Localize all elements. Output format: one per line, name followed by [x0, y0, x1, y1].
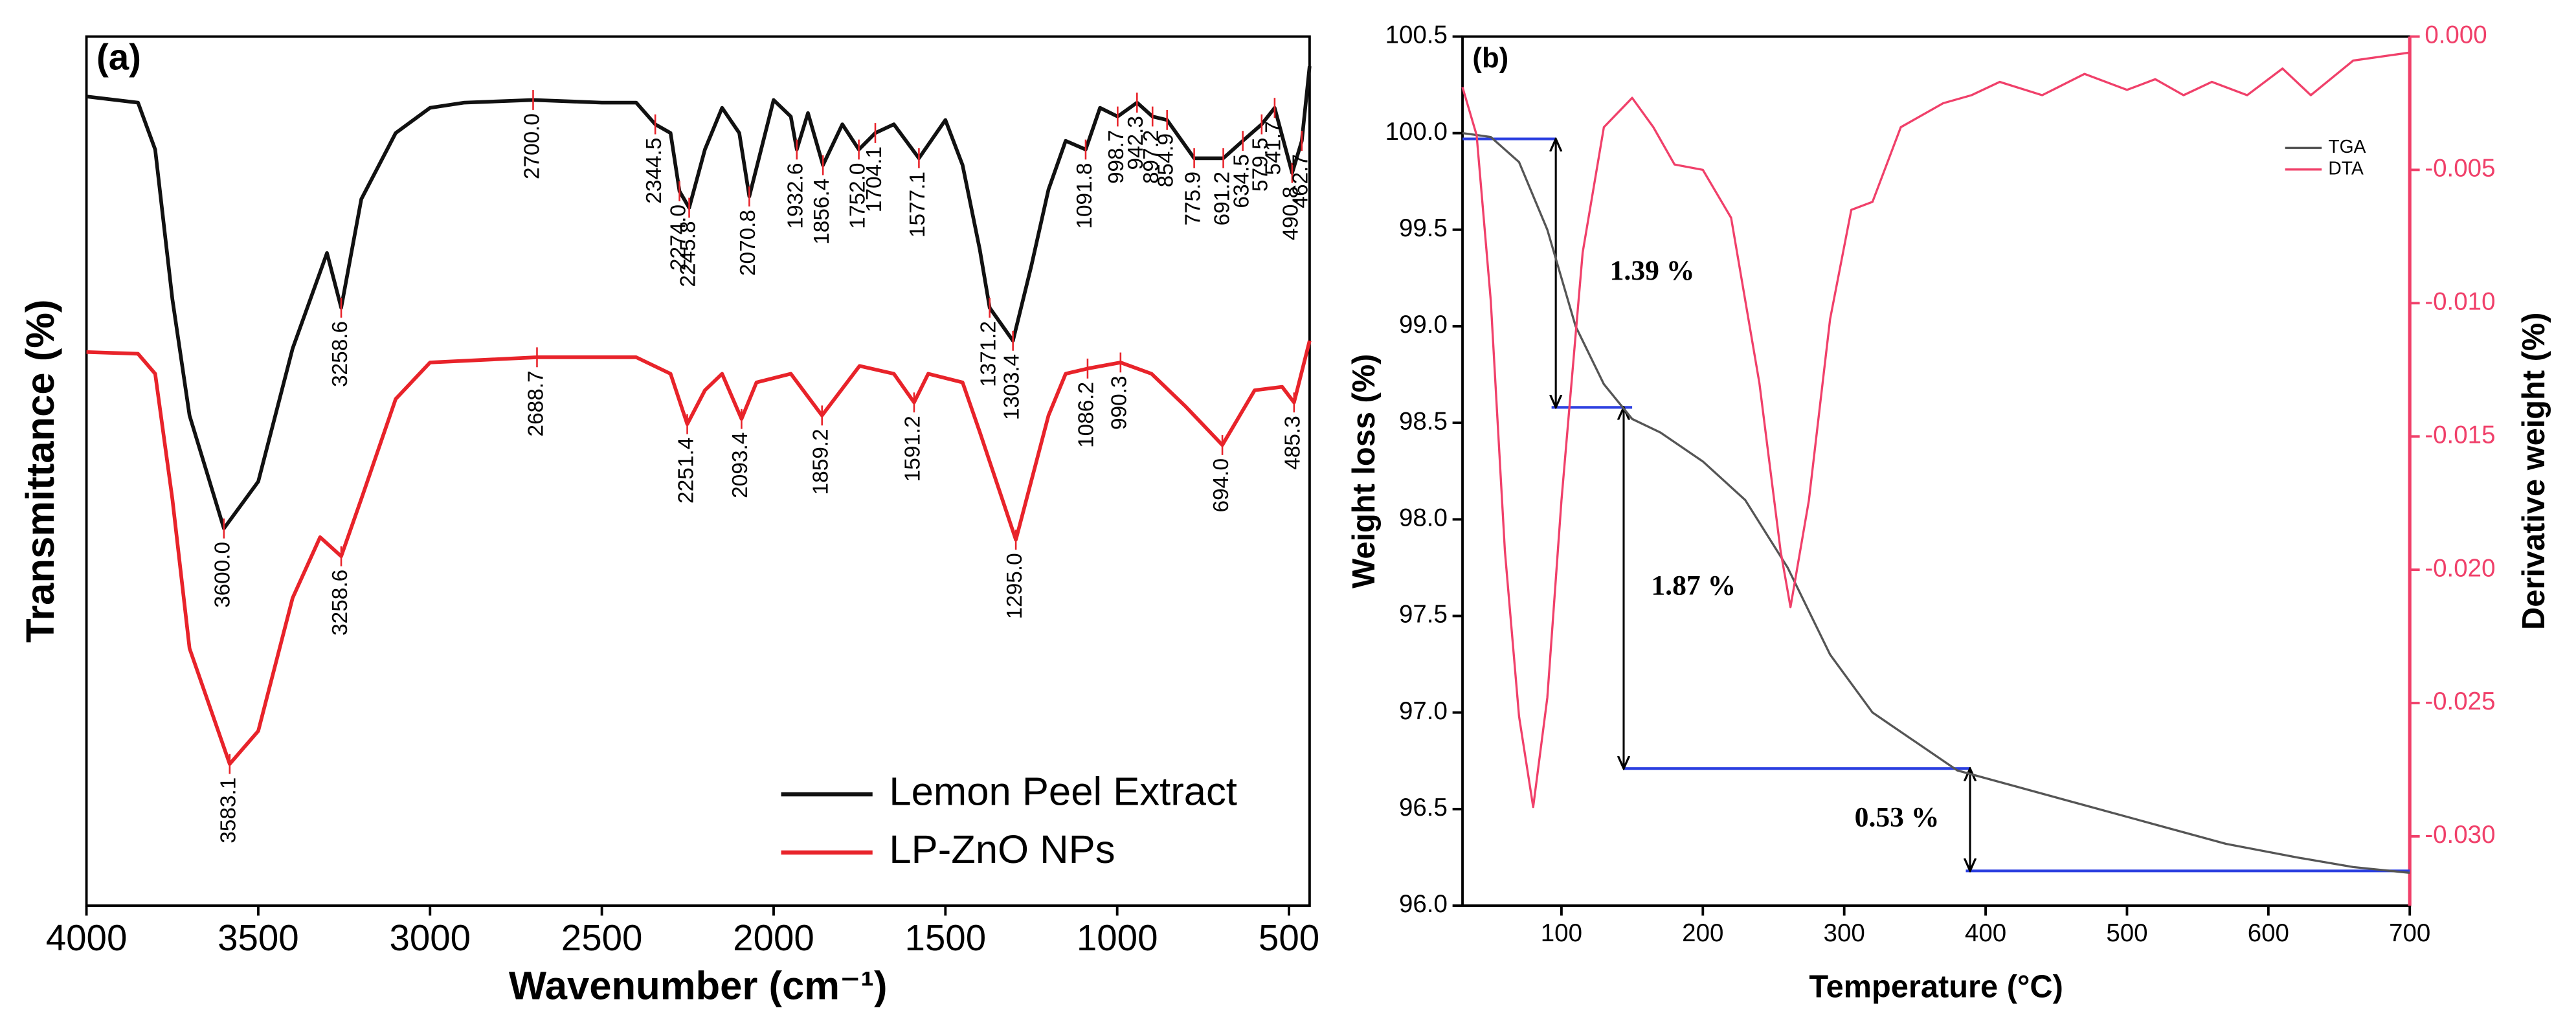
peak-label: 2070.8 — [736, 210, 760, 276]
x-tick-label: 2000 — [733, 917, 814, 958]
y2-tick-label: -0.005 — [2425, 155, 2495, 183]
panel-label: (b) — [1472, 43, 1508, 74]
peak-label: 2251.4 — [674, 438, 698, 504]
peak-label: 775.9 — [1181, 172, 1205, 225]
legend-label: LP-ZnO NPs — [889, 827, 1115, 872]
peak-label: 485.3 — [1281, 416, 1305, 469]
peak-label: 854.9 — [1154, 133, 1178, 187]
peak-label: 1371.2 — [976, 321, 1000, 387]
peak-label: 694.0 — [1209, 458, 1233, 512]
series-line — [86, 65, 1312, 531]
x-axis-label: Wavenumber (cm⁻¹) — [509, 964, 888, 1009]
peak-label: 1295.0 — [1003, 553, 1027, 619]
y-tick-label: 96.5 — [1399, 794, 1448, 821]
y-axis-label: Transmittance (%) — [18, 299, 63, 643]
peak-label: 897.2 — [1139, 130, 1163, 184]
peak-label: 2688.7 — [524, 370, 548, 436]
x-tick-label: 700 — [2389, 919, 2430, 947]
x-tick-label: 1500 — [905, 917, 987, 958]
x-tick-label: 1000 — [1077, 917, 1158, 958]
peak-label: 1086.2 — [1075, 382, 1099, 448]
peak-label: 1704.1 — [862, 146, 886, 212]
y-tick-label: 96.0 — [1399, 890, 1448, 918]
x-tick-label: 200 — [1682, 919, 1723, 947]
peak-label: 2093.4 — [728, 432, 752, 498]
legend-label: TGA — [2328, 136, 2366, 157]
y-tick-label: 100.0 — [1385, 118, 1448, 146]
x-tick-label: 300 — [1824, 919, 1865, 947]
peak-label: 1577.1 — [906, 172, 930, 238]
y2-tick-label: -0.020 — [2425, 554, 2495, 582]
peak-label: 942.3 — [1124, 116, 1148, 170]
x-tick-label: 100 — [1541, 919, 1582, 947]
peak-label: 1856.4 — [810, 179, 834, 245]
peak-label: 462.7 — [1289, 154, 1313, 208]
peak-label: 998.7 — [1104, 130, 1128, 184]
step-label: 0.53 % — [1855, 801, 1940, 833]
peak-label: 3258.6 — [328, 321, 352, 387]
step-label: 1.87 % — [1651, 570, 1736, 601]
x-tick-label: 400 — [1965, 919, 2006, 947]
y-tick-label: 97.0 — [1399, 697, 1448, 725]
peak-label: 1859.2 — [809, 429, 833, 495]
peak-label: 3600.0 — [211, 542, 235, 608]
series-line — [1461, 51, 2410, 809]
y-tick-label: 99.5 — [1399, 214, 1448, 242]
x-tick-label: 500 — [2106, 919, 2147, 947]
peak-label: 3583.1 — [217, 777, 241, 844]
x-tick-label: 3500 — [218, 917, 299, 958]
peak-label: 1091.8 — [1073, 163, 1097, 229]
panel-label: (a) — [96, 36, 141, 77]
peak-label: 1591.2 — [901, 416, 925, 482]
peak-label: 2344.5 — [642, 138, 666, 204]
x-tick-label: 2500 — [561, 917, 643, 958]
y-tick-label: 98.5 — [1399, 407, 1448, 435]
legend-label: Lemon Peel Extract — [889, 769, 1237, 814]
peak-label: 490.8 — [1279, 186, 1303, 240]
y2-tick-label: -0.015 — [2425, 421, 2495, 449]
y2-tick-label: -0.030 — [2425, 821, 2495, 849]
x-axis-label: Temperature (°C) — [1809, 969, 2063, 1004]
y-tick-label: 99.0 — [1399, 311, 1448, 339]
plot-frame — [1461, 35, 2412, 907]
y-tick-label: 98.0 — [1399, 504, 1448, 531]
peak-label: 1752.0 — [846, 163, 869, 229]
peak-label: 691.2 — [1210, 172, 1234, 225]
peak-label: 1932.6 — [784, 163, 808, 229]
step-label: 1.39 % — [1610, 255, 1695, 286]
peak-label: 2700.0 — [520, 113, 544, 179]
peak-label: 541.7 — [1262, 121, 1286, 175]
y-axis-label: Weight loss (%) — [1347, 354, 1382, 588]
peak-label: 2274.0 — [666, 205, 690, 271]
peak-label: 634.5 — [1229, 154, 1253, 208]
peak-label: 1303.4 — [1000, 354, 1024, 420]
plot-frame — [85, 35, 1311, 907]
y2-tick-label: 0.000 — [2425, 21, 2487, 49]
legend-label: DTA — [2328, 157, 2364, 178]
peak-label: 990.3 — [1108, 375, 1132, 429]
y-tick-label: 97.5 — [1399, 601, 1448, 629]
series-line — [1462, 131, 2410, 874]
peak-label: 3258.6 — [328, 570, 352, 636]
peak-label: 2245.8 — [676, 221, 700, 287]
x-tick-label: 500 — [1259, 917, 1319, 958]
x-tick-label: 3000 — [389, 917, 471, 958]
y2-axis-label: Derivative weight (%) — [2516, 312, 2551, 630]
peak-label: 579.5 — [1249, 138, 1273, 192]
y2-tick-label: -0.025 — [2425, 687, 2495, 715]
x-tick-label: 600 — [2248, 919, 2289, 947]
series-line — [86, 340, 1312, 766]
y-tick-label: 100.5 — [1385, 21, 1448, 49]
y2-tick-label: -0.010 — [2425, 287, 2495, 315]
x-tick-label: 4000 — [46, 917, 128, 958]
